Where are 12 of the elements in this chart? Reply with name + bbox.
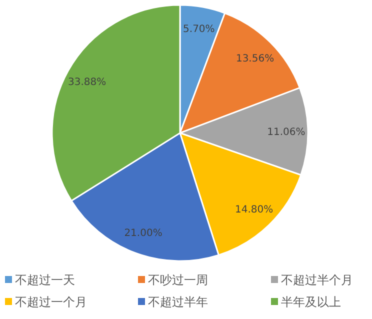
legend-label: 不超过一个月 bbox=[15, 295, 87, 309]
data-label: 14.80% bbox=[235, 204, 274, 216]
legend-label: 不吵过一周 bbox=[148, 273, 208, 287]
data-label: 5.70% bbox=[183, 24, 215, 35]
legend-label: 不超过半年 bbox=[148, 295, 208, 309]
legend-label: 半年及以上 bbox=[281, 295, 341, 309]
legend-label: 不超过半个月 bbox=[281, 273, 353, 287]
data-label: 33.88% bbox=[68, 76, 106, 88]
data-label: 11.06% bbox=[267, 127, 306, 138]
data-label: 21.00% bbox=[124, 228, 162, 240]
data-label: 13.56% bbox=[236, 53, 274, 64]
legend-label: 不超过一天 bbox=[15, 273, 75, 287]
